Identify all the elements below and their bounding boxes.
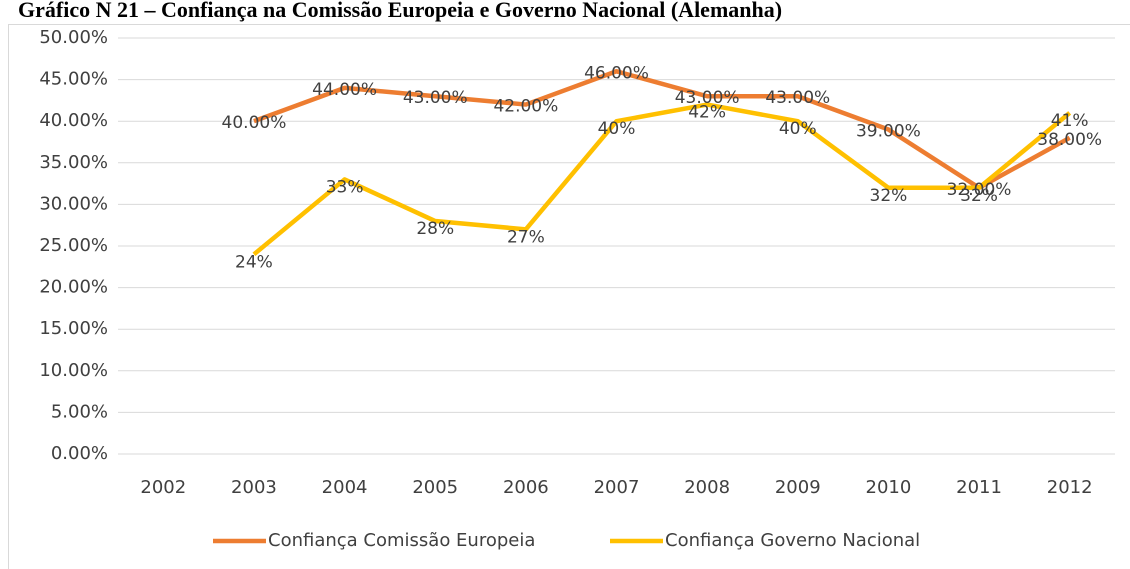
- series-line: [252, 102, 1072, 257]
- y-tick-label: 20.00%: [39, 277, 108, 298]
- data-label: 42%: [688, 103, 726, 123]
- x-tick-label: 2008: [684, 477, 730, 498]
- x-tick-label: 2006: [503, 477, 549, 498]
- chart-frame: [8, 24, 1130, 569]
- data-label: 33%: [326, 177, 364, 197]
- data-label: 38.00%: [1037, 130, 1102, 150]
- data-label: 27%: [507, 227, 545, 247]
- data-label: 40%: [779, 119, 817, 139]
- x-tick-label: 2002: [140, 477, 186, 498]
- data-label: 41%: [1051, 111, 1089, 131]
- series-line: [253, 69, 1071, 191]
- data-label: 40%: [598, 119, 636, 139]
- x-tick-label: 2012: [1047, 477, 1093, 498]
- chart-title: Gráfico N 21 – Confiança na Comissão Eur…: [18, 0, 782, 22]
- data-label: 43.00%: [403, 88, 468, 108]
- x-tick-label: 2011: [956, 477, 1002, 498]
- x-tick-label: 2003: [231, 477, 277, 498]
- data-label: 42.00%: [493, 97, 558, 117]
- x-tick-label: 2004: [322, 477, 368, 498]
- y-tick-label: 50.00%: [39, 27, 108, 48]
- y-tick-label: 35.00%: [39, 152, 108, 173]
- x-tick-label: 2007: [594, 477, 640, 498]
- x-tick-label: 2010: [866, 477, 912, 498]
- legend-label: Confiança Comissão Europeia: [268, 530, 535, 551]
- legend-label: Confiança Governo Nacional: [665, 530, 920, 551]
- data-label: 44.00%: [312, 80, 377, 100]
- y-tick-label: 40.00%: [39, 110, 108, 131]
- data-label: 43.00%: [675, 88, 740, 108]
- data-label: 32%: [960, 186, 998, 206]
- y-tick-label: 30.00%: [39, 193, 108, 214]
- data-label: 28%: [416, 219, 454, 239]
- data-label: 40.00%: [222, 113, 287, 133]
- data-label: 32%: [870, 186, 908, 206]
- data-label: 46.00%: [584, 63, 649, 83]
- data-label: 32.00%: [947, 180, 1012, 200]
- data-label: 39.00%: [856, 122, 921, 142]
- data-label: 43.00%: [765, 88, 830, 108]
- y-tick-label: 10.00%: [39, 360, 108, 381]
- y-tick-label: 15.00%: [39, 318, 108, 339]
- y-tick-label: 25.00%: [39, 235, 108, 256]
- y-tick-label: 5.00%: [51, 401, 108, 422]
- y-tick-label: 0.00%: [51, 443, 108, 464]
- x-tick-label: 2005: [412, 477, 458, 498]
- y-tick-label: 45.00%: [39, 69, 108, 90]
- x-tick-label: 2009: [775, 477, 821, 498]
- data-label: 24%: [235, 252, 273, 272]
